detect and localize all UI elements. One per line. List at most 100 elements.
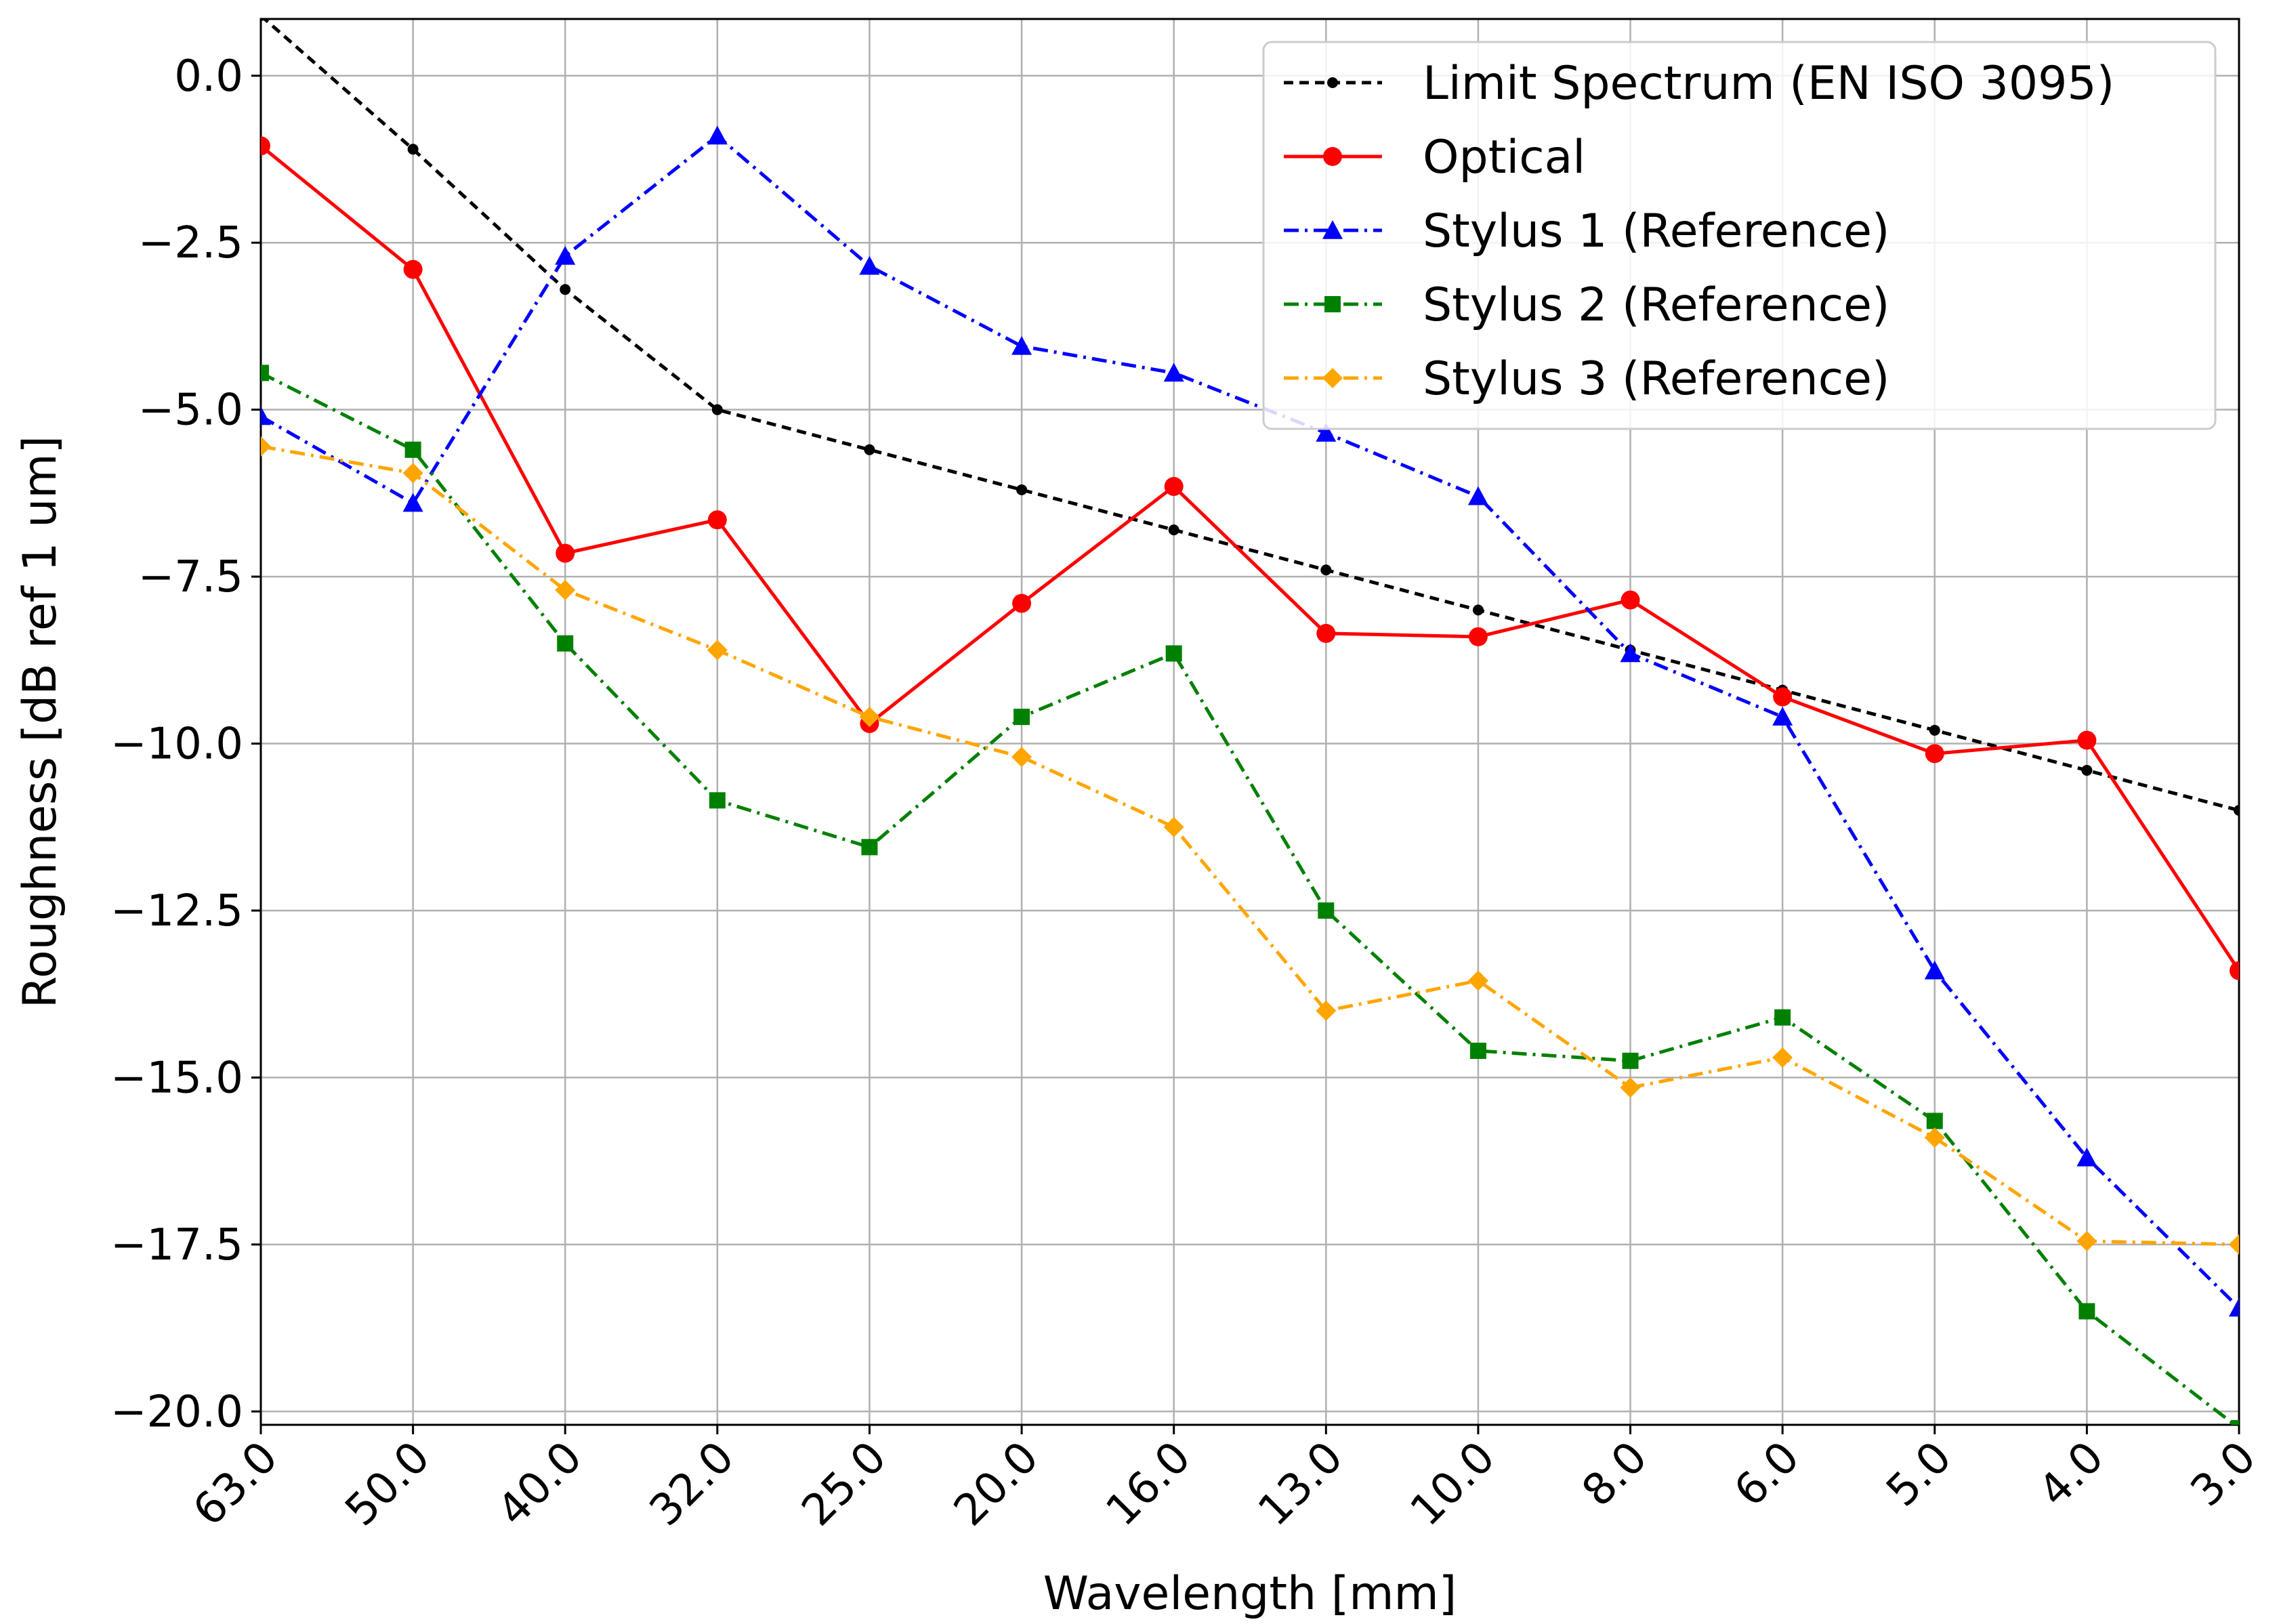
data-point	[1772, 707, 1793, 726]
y-tick-label: −20.0	[110, 1387, 243, 1437]
data-point	[1316, 623, 1336, 643]
data-point	[1924, 1127, 1945, 1148]
x-axis-label: Wavelength [mm]	[1043, 1567, 1457, 1621]
y-tick-label: −10.0	[110, 720, 243, 770]
data-point	[402, 463, 423, 484]
data-point	[707, 510, 727, 530]
data-point	[707, 125, 728, 145]
data-point	[1011, 336, 1032, 355]
data-point	[261, 365, 269, 381]
y-tick-label: −17.5	[110, 1220, 243, 1270]
legend-entry: Stylus 3 (Reference)	[1284, 352, 1889, 406]
legend-label: Stylus 3 (Reference)	[1423, 352, 1889, 406]
data-point	[555, 579, 576, 600]
data-point	[557, 635, 574, 652]
series-group	[261, 19, 2239, 1425]
data-point	[1316, 1000, 1337, 1021]
data-point	[1926, 1112, 1943, 1129]
y-tick-label: 0.0	[174, 51, 243, 102]
series-line	[261, 144, 2239, 972]
y-tick-label: −15.0	[110, 1053, 243, 1103]
data-point	[2230, 961, 2239, 980]
data-point	[2229, 1234, 2239, 1255]
data-point	[1012, 594, 1032, 613]
series-line	[261, 371, 2238, 1425]
series-4	[261, 436, 2239, 1255]
data-point	[1620, 643, 1641, 663]
plot-area-frame	[259, 18, 2240, 1426]
data-point	[1316, 423, 1337, 442]
data-point	[711, 404, 723, 415]
data-point	[1925, 744, 1944, 764]
data-point	[1163, 816, 1184, 837]
data-point	[1165, 645, 1182, 662]
legend-entry: Limit Spectrum (EN ISO 3095)	[1284, 57, 2114, 110]
series-1	[261, 136, 2239, 980]
legend-box	[1262, 41, 2217, 430]
data-point	[261, 436, 271, 457]
data-point	[1620, 1077, 1641, 1098]
data-point	[2081, 764, 2093, 776]
data-point	[709, 792, 726, 809]
data-point	[1621, 590, 1640, 610]
data-point	[2231, 1419, 2239, 1425]
data-point	[1472, 604, 1484, 616]
data-point	[2077, 730, 2097, 750]
y-tick-label: −7.5	[138, 552, 243, 602]
legend-marker	[1322, 368, 1343, 388]
data-point	[1774, 1009, 1791, 1026]
data-point	[1929, 724, 1940, 736]
data-point	[864, 444, 875, 455]
data-point	[1773, 687, 1793, 707]
legend: Limit Spectrum (EN ISO 3095) Optical Stylu…	[1262, 41, 2217, 430]
data-point	[1318, 902, 1335, 919]
data-point	[2229, 1297, 2239, 1317]
data-point	[403, 259, 423, 279]
legend-label: Stylus 2 (Reference)	[1423, 278, 1889, 332]
data-point	[2234, 805, 2239, 816]
data-point	[859, 707, 880, 728]
data-point	[1469, 1042, 1486, 1059]
data-point	[861, 839, 878, 856]
legend-label: Optical	[1423, 131, 1585, 184]
data-point	[1164, 477, 1184, 497]
legend-marker	[1324, 296, 1341, 312]
data-point	[560, 284, 571, 295]
data-point	[2078, 1303, 2095, 1320]
series-line	[261, 444, 2239, 1247]
series-2	[261, 125, 2239, 1317]
legend-entry: Stylus 1 (Reference)	[1284, 205, 1889, 258]
series-3	[261, 365, 2239, 1425]
legend-marker	[1323, 147, 1342, 166]
data-point	[859, 255, 880, 275]
legend-label: Limit Spectrum (EN ISO 3095)	[1423, 57, 2114, 110]
data-point	[404, 441, 421, 458]
series-line	[262, 19, 2239, 812]
data-point	[1163, 362, 1184, 382]
legend-entry: Optical	[1284, 131, 1585, 184]
data-point	[1013, 709, 1030, 726]
data-point	[402, 493, 423, 512]
y-tick-label: −2.5	[138, 218, 243, 268]
data-point	[1468, 627, 1488, 646]
data-point	[707, 640, 728, 661]
data-point	[1011, 747, 1032, 768]
data-point	[556, 543, 575, 563]
data-point	[1320, 564, 1332, 576]
data-point	[2076, 1230, 2097, 1251]
data-point	[261, 136, 270, 156]
data-point	[1016, 484, 1028, 495]
data-point	[261, 406, 271, 425]
y-axis-label: Roughness [dB ref 1 um]	[14, 436, 67, 1008]
data-point	[1467, 970, 1488, 991]
data-point	[1622, 1052, 1639, 1069]
legend-label: Stylus 1 (Reference)	[1423, 205, 1889, 258]
data-point	[1772, 1047, 1793, 1068]
y-tick-label: −12.5	[110, 886, 243, 936]
legend-marker	[1327, 77, 1338, 88]
data-point	[1467, 486, 1488, 505]
legend-entry: Stylus 2 (Reference)	[1284, 278, 1889, 332]
data-point	[407, 144, 419, 155]
data-point	[1924, 960, 1945, 980]
